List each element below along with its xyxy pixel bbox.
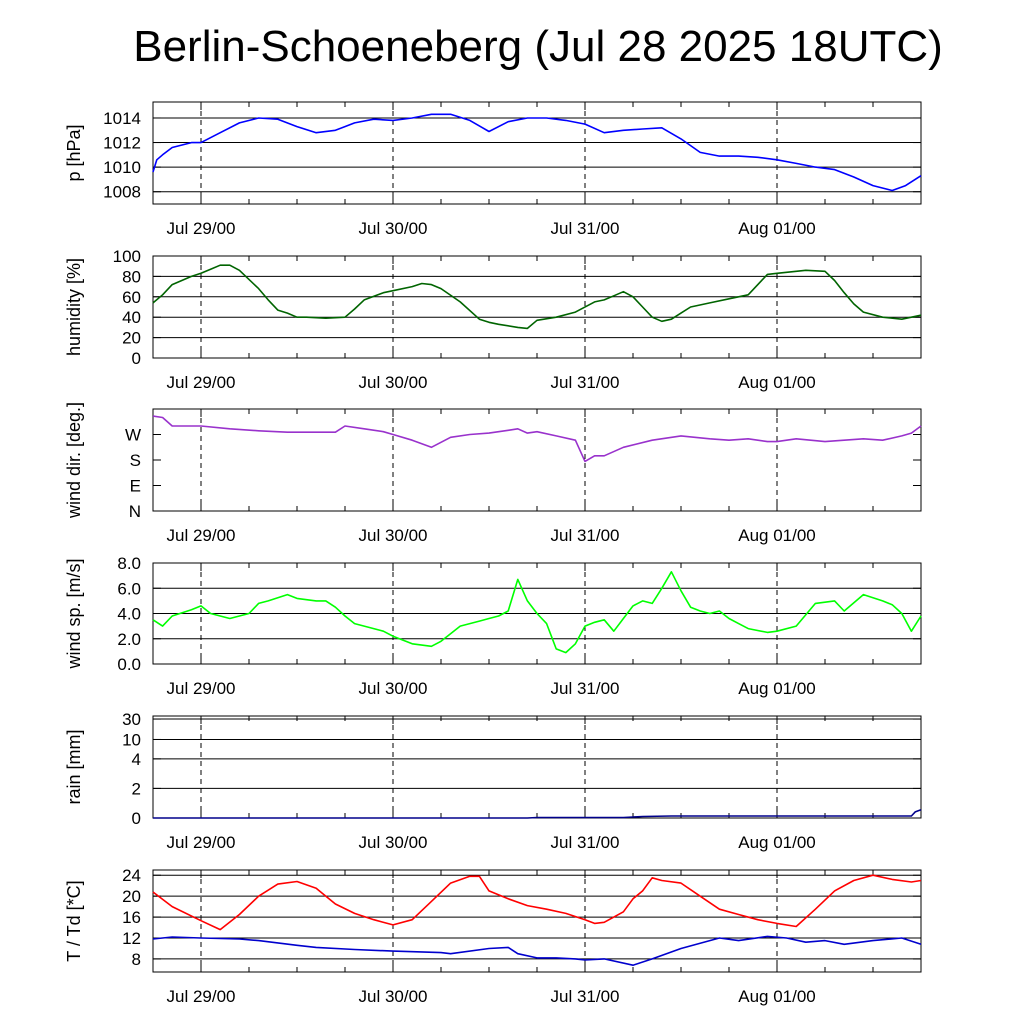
x-tick-label: Aug 01/00 — [738, 679, 816, 698]
y-tick-label: E — [130, 477, 141, 496]
y-tick-label: 0.0 — [117, 655, 141, 674]
y-tick-label: S — [130, 451, 141, 470]
y-tick-label: 1010 — [103, 158, 141, 177]
series-line — [152, 415, 922, 463]
y-tick-label: 1008 — [103, 183, 141, 202]
panel-1: 1008 1010 1012 1014 Jul 29/00 Jul 30/00 Jul 31… — [64, 101, 922, 238]
y-axis-label: rain [mm] — [64, 729, 84, 804]
series-line — [152, 874, 922, 931]
y-tick-label: 2 — [132, 779, 141, 798]
x-tick-label: Jul 29/00 — [167, 833, 236, 852]
y-tick-label: 40 — [122, 308, 141, 327]
y-tick-label: W — [125, 426, 141, 445]
x-tick-label: Jul 31/00 — [551, 987, 620, 1006]
x-tick-label: Jul 31/00 — [551, 833, 620, 852]
x-tick-label: Jul 30/00 — [359, 373, 428, 392]
x-tick-label: Aug 01/00 — [738, 373, 816, 392]
y-tick-label: 16 — [122, 908, 141, 927]
series-line — [152, 935, 922, 967]
x-tick-label: Jul 30/00 — [359, 526, 428, 545]
y-tick-label: 0 — [132, 809, 141, 828]
x-tick-label: Aug 01/00 — [738, 833, 816, 852]
y-tick-label: 20 — [122, 329, 141, 348]
x-tick-label: Jul 29/00 — [167, 526, 236, 545]
y-axis-label: wind sp. [m/s] — [64, 558, 84, 669]
y-tick-label: 60 — [122, 288, 141, 307]
x-tick-label: Aug 01/00 — [738, 219, 816, 238]
y-tick-label: 4 — [132, 750, 141, 769]
x-tick-label: Jul 29/00 — [167, 219, 236, 238]
series-line — [152, 113, 922, 192]
y-tick-label: N — [129, 502, 141, 521]
y-tick-label: 8.0 — [117, 554, 141, 573]
x-tick-label: Jul 30/00 — [359, 833, 428, 852]
y-tick-label: 20 — [122, 887, 141, 906]
y-tick-label: 2.0 — [117, 630, 141, 649]
x-tick-label: Jul 29/00 — [167, 679, 236, 698]
x-tick-label: Jul 31/00 — [551, 373, 620, 392]
x-tick-label: Jul 30/00 — [359, 679, 428, 698]
panel-4: 0.0 2.0 4.0 6.0 8.0 Jul 29/00 Jul 30/00 Jul 31/… — [64, 554, 922, 698]
plot-frame — [152, 255, 922, 359]
y-axis-label: p [hPa] — [64, 124, 84, 181]
y-axis-label: T / Td [*C] — [64, 880, 84, 961]
panel-6: 8 12 16 20 24 Jul 29/00 Jul 30/00 Jul 31/00 Aug … — [64, 866, 922, 1006]
y-tick-label: 10 — [122, 730, 141, 749]
chart-title: Berlin-Schoeneberg (Jul 28 2025 18UTC) — [133, 22, 943, 71]
y-tick-label: 4.0 — [117, 605, 141, 624]
y-tick-label: 6.0 — [117, 579, 141, 598]
y-tick-label: 100 — [113, 247, 141, 266]
plot-frame — [152, 408, 922, 512]
y-tick-label: 24 — [122, 866, 141, 885]
y-axis-label: wind dir. [deg.] — [64, 402, 84, 519]
y-tick-label: 1014 — [103, 109, 141, 128]
y-tick-label: 1012 — [103, 134, 141, 153]
y-tick-label: 30 — [122, 710, 141, 729]
plot-frame — [152, 715, 922, 819]
series-line — [152, 570, 922, 654]
y-tick-label: 80 — [122, 267, 141, 286]
y-tick-label: 8 — [132, 950, 141, 969]
series-line — [152, 264, 922, 330]
x-tick-label: Jul 30/00 — [359, 987, 428, 1006]
series-line — [153, 809, 922, 819]
x-tick-label: Jul 29/00 — [167, 373, 236, 392]
plot-frame — [152, 869, 922, 973]
x-tick-label: Aug 01/00 — [738, 526, 816, 545]
y-tick-label: 0 — [132, 349, 141, 368]
x-tick-label: Jul 29/00 — [167, 987, 236, 1006]
y-tick-label: 12 — [122, 929, 141, 948]
x-tick-label: Aug 01/00 — [738, 987, 816, 1006]
x-tick-label: Jul 31/00 — [551, 526, 620, 545]
x-tick-label: Jul 31/00 — [551, 219, 620, 238]
x-tick-label: Jul 30/00 — [359, 219, 428, 238]
x-tick-label: Jul 31/00 — [551, 679, 620, 698]
y-axis-label: humidity [%] — [64, 258, 84, 356]
